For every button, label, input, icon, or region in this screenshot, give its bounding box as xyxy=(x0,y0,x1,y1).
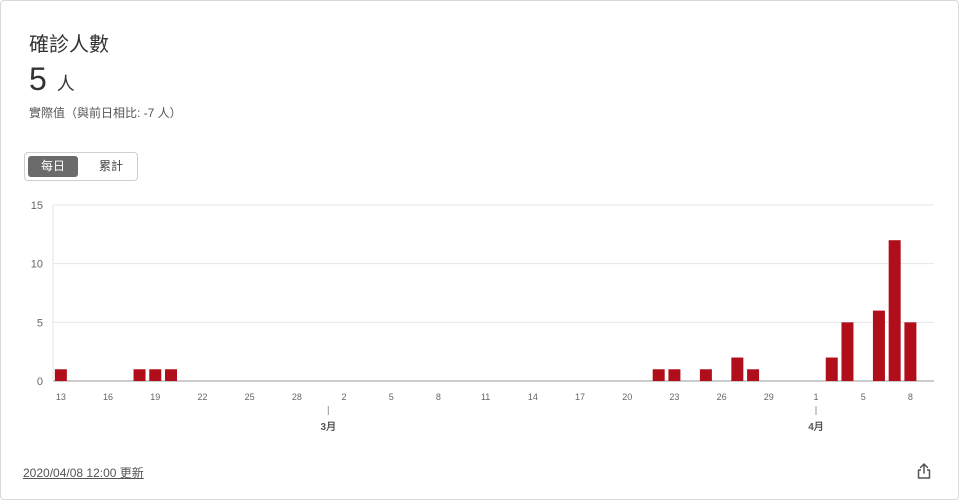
data-type-toggle: 每日 累計 xyxy=(24,152,138,181)
bar xyxy=(904,322,917,381)
x-tick-label: 11 xyxy=(481,392,490,402)
x-tick-label: 20 xyxy=(622,392,632,402)
bar xyxy=(668,369,681,381)
value-subtitle: 實際值（與前日相比: -7 人） xyxy=(29,106,182,120)
cumulative-button[interactable]: 累計 xyxy=(98,159,123,173)
bar xyxy=(747,369,760,381)
x-tick-label: 26 xyxy=(717,392,727,402)
x-tick-label: 25 xyxy=(245,392,255,402)
x-tick-label: 17 xyxy=(575,392,585,402)
last-updated-link[interactable]: 2020/04/08 12:00 更新 xyxy=(23,466,144,480)
y-tick-label: 0 xyxy=(37,376,43,388)
bar xyxy=(149,369,162,381)
bar xyxy=(872,310,885,381)
bar xyxy=(699,369,712,381)
value-number: 5 xyxy=(29,61,47,97)
x-tick-label: 29 xyxy=(764,392,774,402)
x-tick-label: 8 xyxy=(436,392,441,402)
x-tick-label: 5 xyxy=(861,392,866,402)
month-label: 4月 xyxy=(808,421,824,433)
x-tick-label: 13 xyxy=(56,392,66,402)
y-tick-label: 15 xyxy=(31,200,43,212)
x-tick-label: 23 xyxy=(669,392,679,402)
bar xyxy=(825,357,838,381)
x-tick-label: 22 xyxy=(197,392,207,402)
x-tick-label: 1 xyxy=(814,392,819,402)
daily-button[interactable]: 每日 xyxy=(28,156,78,177)
x-tick-label: 8 xyxy=(908,392,913,402)
share-icon[interactable] xyxy=(915,462,933,480)
x-tick-label: 5 xyxy=(389,392,394,402)
x-tick-label: 2 xyxy=(342,392,347,402)
bar xyxy=(652,369,665,381)
bar xyxy=(133,369,146,381)
bar xyxy=(731,357,744,381)
month-label: 3月 xyxy=(321,421,337,433)
x-tick-label: 16 xyxy=(103,392,113,402)
card-title: 確診人數 xyxy=(29,34,109,56)
y-tick-label: 10 xyxy=(31,259,43,271)
value-unit: 人 xyxy=(56,74,75,94)
bar xyxy=(164,369,177,381)
x-tick-label: 19 xyxy=(150,392,160,402)
x-tick-label: 14 xyxy=(528,392,538,402)
y-tick-label: 5 xyxy=(37,317,43,329)
x-tick-label: 28 xyxy=(292,392,302,402)
bar xyxy=(888,240,901,381)
bar xyxy=(841,322,854,381)
bar xyxy=(54,369,67,381)
